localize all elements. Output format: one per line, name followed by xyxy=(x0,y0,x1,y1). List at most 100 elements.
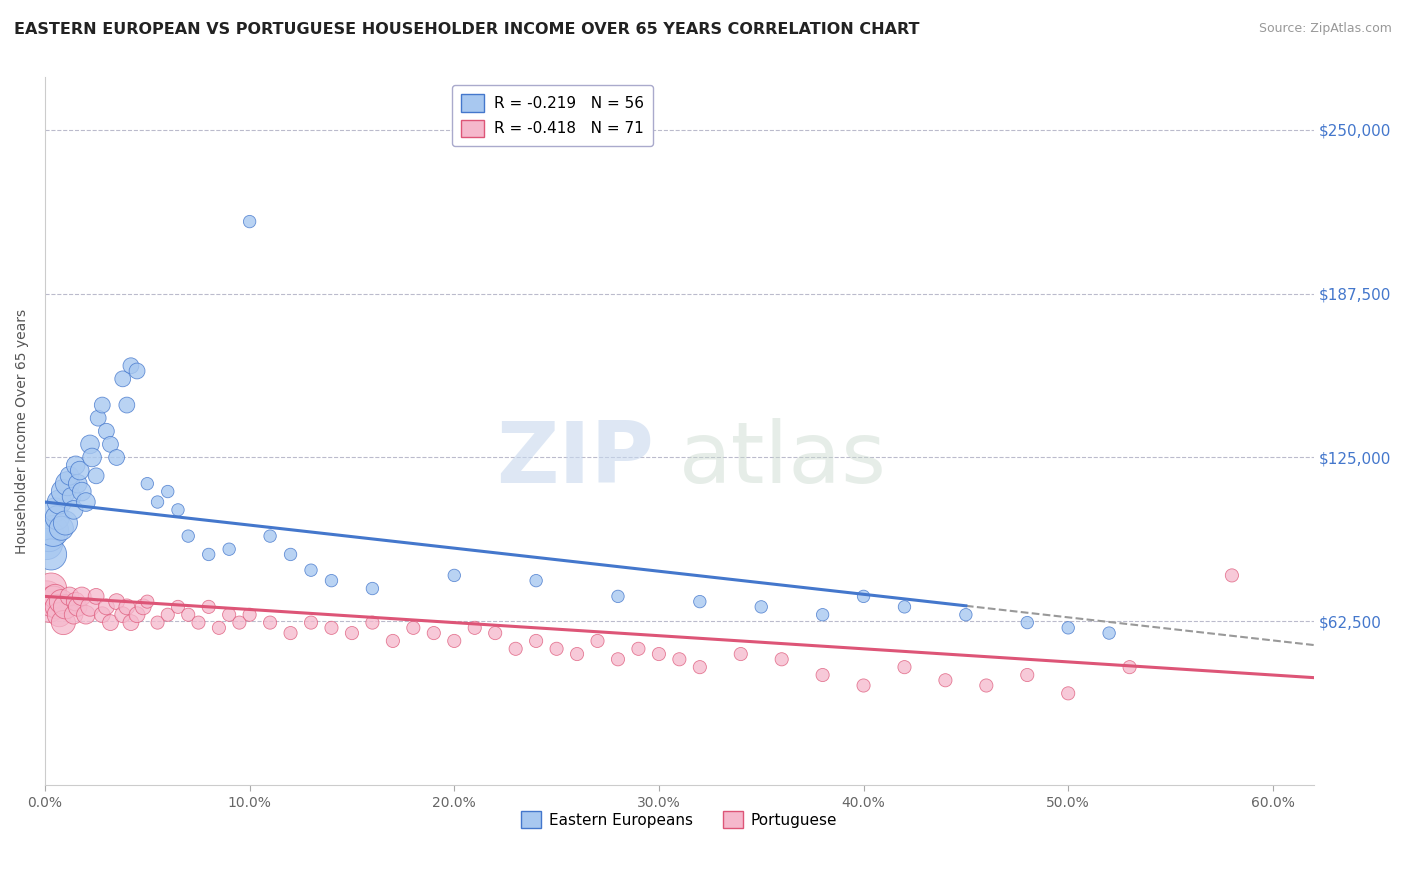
Point xyxy=(44,503,66,517)
Point xyxy=(46,599,69,614)
Point xyxy=(321,621,343,635)
Point xyxy=(51,594,73,608)
Point xyxy=(55,516,77,530)
Point xyxy=(464,621,486,635)
Point xyxy=(111,607,134,622)
Text: EASTERN EUROPEAN VS PORTUGUESE HOUSEHOLDER INCOME OVER 65 YEARS CORRELATION CHAR: EASTERN EUROPEAN VS PORTUGUESE HOUSEHOLD… xyxy=(14,22,920,37)
Point xyxy=(443,568,465,582)
Point xyxy=(96,599,118,614)
Point xyxy=(115,599,138,614)
Point xyxy=(177,607,200,622)
Point xyxy=(524,574,547,588)
Point xyxy=(35,590,58,604)
Point xyxy=(125,607,148,622)
Point xyxy=(565,647,588,661)
Point xyxy=(79,599,101,614)
Point xyxy=(1118,660,1140,674)
Point xyxy=(1098,626,1121,640)
Point xyxy=(65,594,87,608)
Point xyxy=(44,590,66,604)
Point xyxy=(105,594,128,608)
Point xyxy=(60,490,83,504)
Point xyxy=(668,652,690,666)
Point xyxy=(259,529,281,543)
Point xyxy=(648,647,671,661)
Point xyxy=(56,476,79,491)
Point xyxy=(770,652,793,666)
Point xyxy=(75,607,97,622)
Point xyxy=(146,615,169,630)
Point xyxy=(125,364,148,378)
Point xyxy=(1017,668,1039,682)
Point xyxy=(100,615,122,630)
Point xyxy=(1057,686,1080,700)
Point xyxy=(218,607,240,622)
Point xyxy=(239,214,262,228)
Point xyxy=(38,599,60,614)
Point xyxy=(546,641,568,656)
Point xyxy=(132,599,155,614)
Legend: Eastern Europeans, Portuguese: Eastern Europeans, Portuguese xyxy=(515,805,844,834)
Point xyxy=(280,626,302,640)
Point xyxy=(62,607,84,622)
Point xyxy=(934,673,956,688)
Text: Source: ZipAtlas.com: Source: ZipAtlas.com xyxy=(1258,22,1392,36)
Point xyxy=(105,450,128,465)
Point xyxy=(91,607,114,622)
Point xyxy=(52,484,75,499)
Point xyxy=(197,599,219,614)
Point xyxy=(187,615,209,630)
Point xyxy=(96,424,118,438)
Point xyxy=(46,510,69,524)
Point xyxy=(87,411,110,425)
Point xyxy=(80,450,103,465)
Point xyxy=(361,582,384,596)
Point xyxy=(136,476,159,491)
Point xyxy=(505,641,527,656)
Point xyxy=(42,594,65,608)
Point xyxy=(340,626,363,640)
Point xyxy=(120,359,142,373)
Point xyxy=(321,574,343,588)
Point xyxy=(136,594,159,608)
Point xyxy=(402,621,425,635)
Point xyxy=(893,660,915,674)
Point xyxy=(39,548,62,562)
Point xyxy=(976,678,998,692)
Point xyxy=(84,468,107,483)
Point xyxy=(852,590,875,604)
Point xyxy=(730,647,752,661)
Point xyxy=(84,590,107,604)
Point xyxy=(42,524,65,538)
Point xyxy=(55,599,77,614)
Point xyxy=(66,476,89,491)
Text: atlas: atlas xyxy=(679,418,887,501)
Point xyxy=(749,599,772,614)
Point xyxy=(197,548,219,562)
Point xyxy=(120,615,142,630)
Point xyxy=(52,615,75,630)
Point xyxy=(70,590,93,604)
Point xyxy=(75,495,97,509)
Point xyxy=(167,599,190,614)
Point xyxy=(627,641,650,656)
Point xyxy=(218,542,240,557)
Point xyxy=(156,607,179,622)
Point xyxy=(38,529,60,543)
Point xyxy=(79,437,101,451)
Point xyxy=(115,398,138,412)
Point xyxy=(299,563,322,577)
Point xyxy=(58,468,80,483)
Point xyxy=(280,548,302,562)
Point xyxy=(69,464,91,478)
Point xyxy=(811,668,834,682)
Point xyxy=(48,607,70,622)
Point xyxy=(70,484,93,499)
Point xyxy=(66,599,89,614)
Point xyxy=(586,634,609,648)
Point xyxy=(689,660,711,674)
Point xyxy=(100,437,122,451)
Point xyxy=(955,607,977,622)
Point xyxy=(607,652,630,666)
Point xyxy=(208,621,231,635)
